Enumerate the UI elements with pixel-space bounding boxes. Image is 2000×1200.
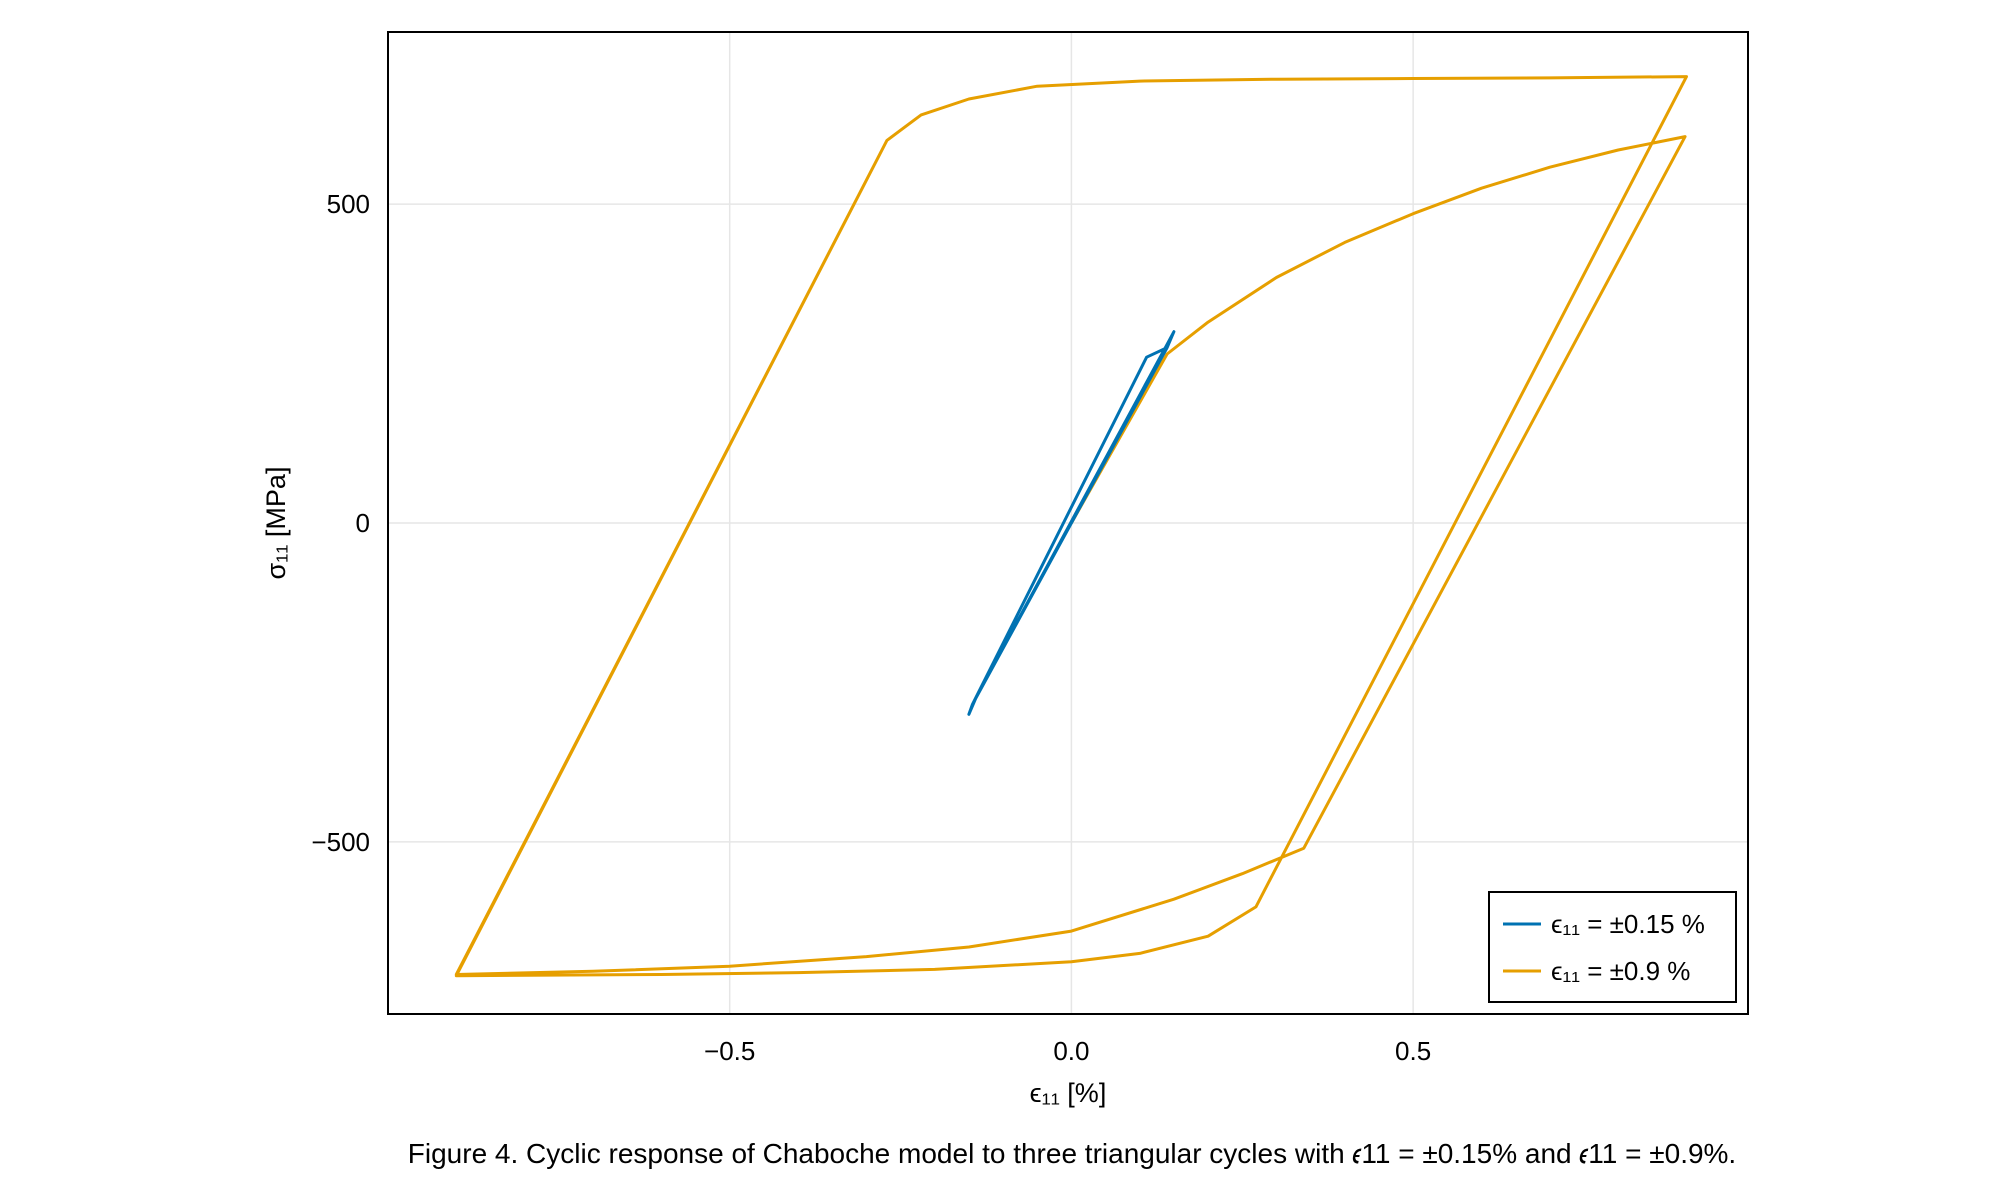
y-tick-label: −500 xyxy=(311,827,370,857)
y-tick-label: 0 xyxy=(356,508,370,538)
tick-labels: −0.5 0.0 0.5 −500 0 500 xyxy=(311,189,1431,1066)
plot-series xyxy=(454,75,1688,978)
legend-label-series-2: ϵ₁₁ = ±0.9 % xyxy=(1551,956,1690,986)
x-axis-label: ϵ₁₁ [%] xyxy=(1030,1078,1107,1108)
legend-box xyxy=(1488,891,1737,1003)
figure-caption: Figure 4. Cyclic response of Chaboche mo… xyxy=(0,1138,2000,1171)
series-line-1 xyxy=(967,330,1176,716)
x-tick-label: 0.5 xyxy=(1395,1036,1431,1066)
series-line-2 xyxy=(454,75,1688,978)
grid-lines xyxy=(388,32,1748,1014)
x-tick-label: 0.0 xyxy=(1053,1036,1089,1066)
plot-frame xyxy=(387,31,1749,1015)
y-axis-label: σ₁₁ [MPa] xyxy=(261,467,291,580)
x-tick-label: −0.5 xyxy=(704,1036,755,1066)
legend: ϵ₁₁ = ±0.15 % ϵ₁₁ = ±0.9 % xyxy=(1488,891,1737,1003)
figure-caption-text: Figure 4. Cyclic response of Chaboche mo… xyxy=(407,1138,1737,1169)
y-tick-label: 500 xyxy=(327,189,370,219)
legend-label-series-1: ϵ₁₁ = ±0.15 % xyxy=(1551,909,1705,939)
